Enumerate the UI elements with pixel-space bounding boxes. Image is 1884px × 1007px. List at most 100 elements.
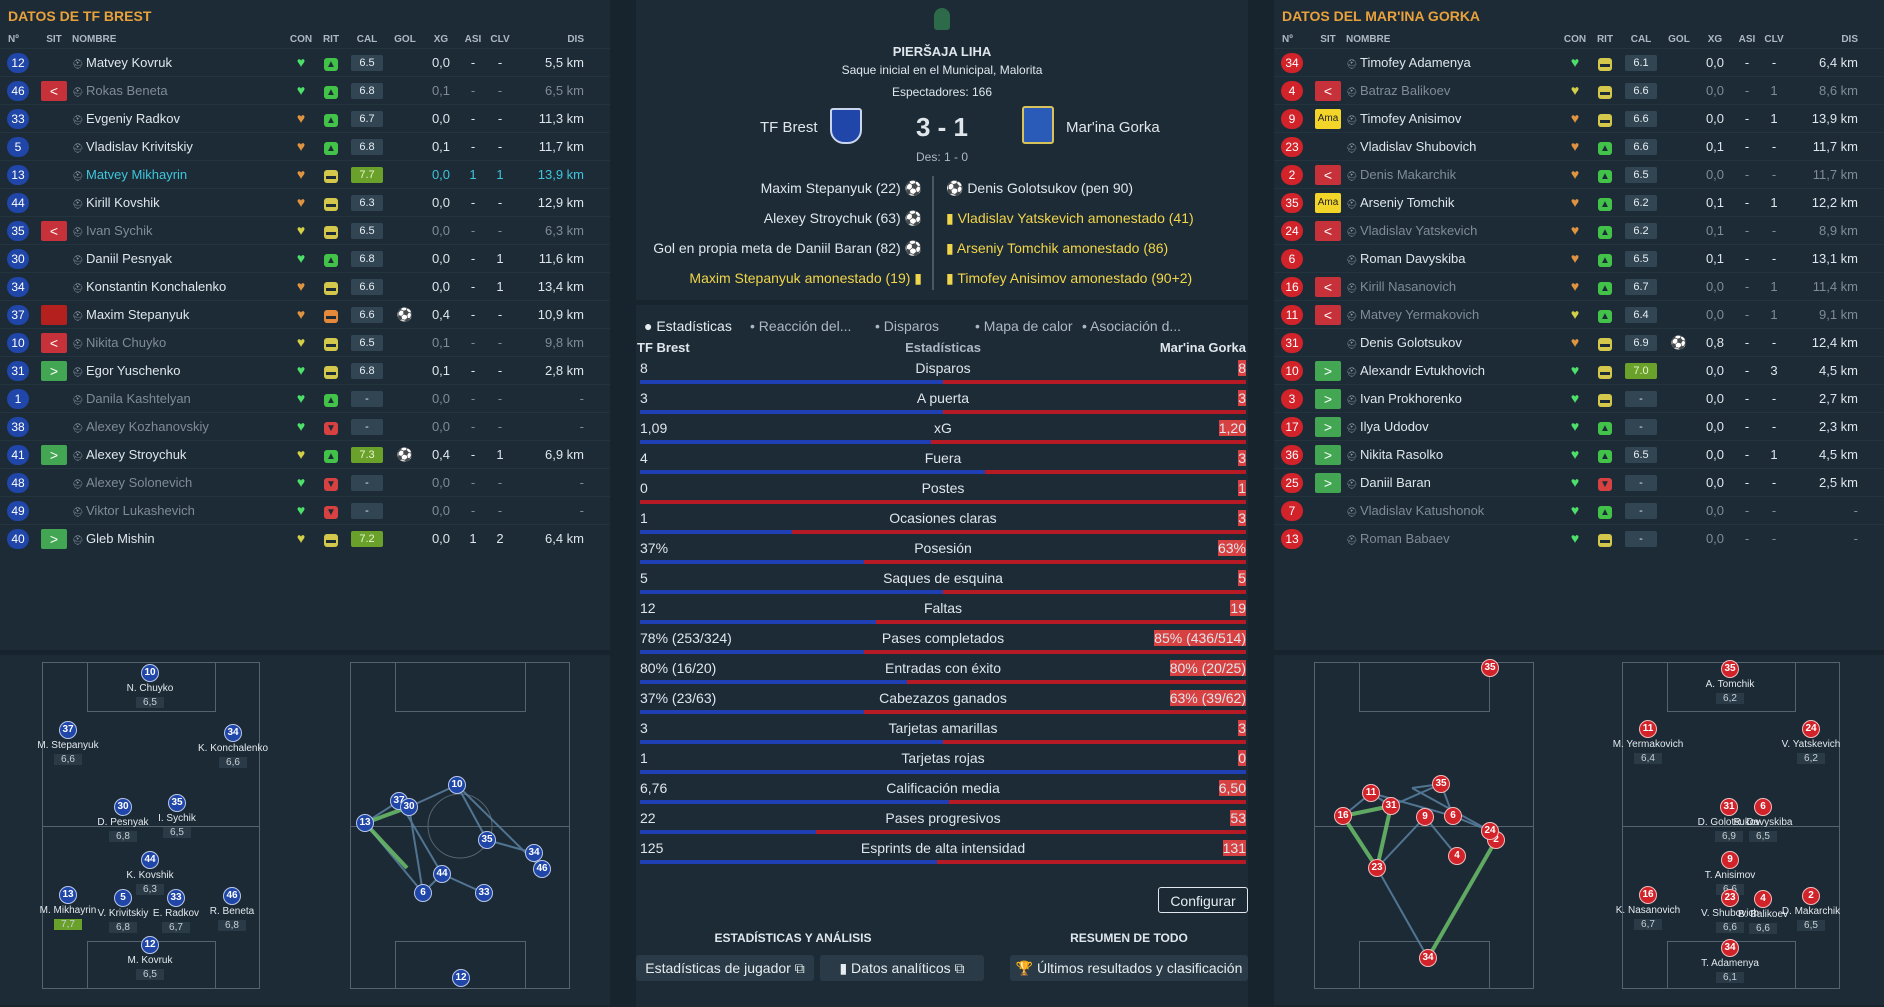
passing-node[interactable]: 30 (400, 798, 418, 816)
player-row[interactable]: 49 ⛑ Viktor Lukashevich ♥ ▼ -0,0- - - (0, 496, 610, 524)
passing-node[interactable]: 46 (533, 860, 551, 878)
player-row[interactable]: 25 > ⛑ Daniil Baran ♥ ▼ -0,0- -2,5 km (1274, 468, 1884, 496)
player-row[interactable]: 24 < ⛑ Vladislav Yatskevich ♥ ▲ 6.2 0,1 - - 8,9 km (1274, 216, 1884, 244)
analytics-button[interactable]: ▮ Datos analíticos ⧉ (820, 955, 984, 981)
passing-node[interactable]: 4 (1448, 847, 1466, 865)
formation-player-token[interactable]: 10 (141, 664, 159, 682)
player-row[interactable]: 23 ⛑ Vladislav Shubovich ♥ ▲ 6.6 0,1 - - 11,7 km (1274, 132, 1884, 160)
formation-player-token[interactable]: 30 (114, 798, 132, 816)
player-row[interactable]: 40 > ⛑ Gleb Mishin ♥ ▬ 7.2 0,0 1 2 6,4 km (0, 524, 610, 552)
passing-node[interactable]: 13 (356, 814, 374, 832)
player-row[interactable]: 31 ⛑ Denis Golotsukov ♥ ▬ 6.9 ⚽ 0,8 - - 12,4 km (1274, 328, 1884, 356)
player-row[interactable]: 16 < ⛑ Kirill Nasanovich ♥ ▲ 6.7 0,0 - 1 11,4 km (1274, 272, 1884, 300)
player-name[interactable]: ⛑ Vladislav Yatskevich (1346, 223, 1560, 238)
player-name[interactable]: ⛑ Denis Makarchik (1346, 167, 1560, 182)
formation-player-token[interactable]: 2 (1802, 887, 1820, 905)
column-header-clv[interactable]: CLV (1764, 33, 1784, 45)
player-name[interactable]: ⛑ Konstantin Konchalenko (72, 279, 286, 294)
column-header-gol[interactable]: GOL (394, 33, 416, 45)
player-name[interactable]: ⛑ Maxim Stepanyuk (72, 307, 286, 322)
away-team-name[interactable]: Mar'ina Gorka (1066, 119, 1160, 136)
formation-player-token[interactable]: 11 (1639, 720, 1657, 738)
player-row[interactable]: 30 ⛑ Daniil Pesnyak ♥ ▲ 6.8 0,0 - 1 11,6 km (0, 244, 610, 272)
player-name[interactable]: ⛑ Timofey Adamenya (1346, 55, 1560, 70)
player-name[interactable]: ⛑ Alexey Solonevich (72, 475, 286, 490)
player-stats-button[interactable]: Estadísticas de jugador ⧉ (636, 955, 814, 981)
formation-player-token[interactable]: 16 (1639, 886, 1657, 904)
column-header-asi[interactable]: ASI (464, 33, 482, 45)
tab-4[interactable]: • Asociación d... (1082, 318, 1182, 334)
passing-node[interactable]: 16 (1334, 807, 1352, 825)
player-row[interactable]: 7 ⛑ Vladislav Katushonok ♥ ▲ -0,0- - - (1274, 496, 1884, 524)
player-row[interactable]: 37 ⛑ Maxim Stepanyuk ♥ ▬ 6.6 ⚽ 0,4 - - 10,9 km (0, 300, 610, 328)
player-name[interactable]: ⛑ Nikita Chuyko (72, 335, 286, 350)
player-name[interactable]: ⛑ Daniil Pesnyak (72, 251, 286, 266)
player-name[interactable]: ⛑ Roman Davyskiba (1346, 251, 1560, 266)
player-name[interactable]: ⛑ Roman Babaev (1346, 531, 1560, 546)
formation-player-token[interactable]: 34 (224, 724, 242, 742)
configure-button[interactable]: Configurar (1158, 887, 1248, 913)
tab-3[interactable]: • Mapa de calor (975, 318, 1073, 334)
column-header-clv[interactable]: CLV (490, 33, 510, 45)
player-row[interactable]: 10 > ⛑ Alexandr Evtukhovich ♥ ▬ 7.0 0,0 - 3 4,5 km (1274, 356, 1884, 384)
passing-node[interactable]: 6 (414, 884, 432, 902)
player-row[interactable]: 11 < ⛑ Matvey Yermakovich ♥ ▲ 6.4 0,0 - 1 9,1 km (1274, 300, 1884, 328)
formation-player-token[interactable]: 34 (1721, 939, 1739, 957)
column-header-rit[interactable]: RIT (1596, 33, 1614, 45)
passing-node[interactable]: 33 (475, 884, 493, 902)
player-name[interactable]: ⛑ Danila Kashtelyan (72, 391, 286, 406)
column-header-nº[interactable]: Nº (8, 33, 19, 45)
tab-1[interactable]: • Reacción del... (750, 318, 852, 334)
player-name[interactable]: ⛑ Vladislav Shubovich (1346, 139, 1560, 154)
tab-0[interactable]: ● Estadísticas (644, 318, 732, 334)
home-team-name[interactable]: TF Brest (760, 119, 818, 136)
passing-node[interactable]: 24 (1481, 822, 1499, 840)
column-header-sit[interactable]: SIT (1320, 33, 1336, 45)
passing-node[interactable]: 10 (448, 776, 466, 794)
column-header-xg[interactable]: XG (1707, 33, 1723, 45)
player-row[interactable]: 2 < ⛑ Denis Makarchik ♥ ▲ 6.5 0,0 - - 11,7 km (1274, 160, 1884, 188)
player-row[interactable]: 6 ⛑ Roman Davyskiba ♥ ▲ 6.5 0,1 - - 13,1 km (1274, 244, 1884, 272)
column-header-rit[interactable]: RIT (322, 33, 340, 45)
player-name[interactable]: ⛑ Egor Yuschenko (72, 363, 286, 378)
passing-node[interactable]: 34 (1419, 949, 1437, 967)
player-name[interactable]: ⛑ Vladislav Katushonok (1346, 503, 1560, 518)
passing-node[interactable]: 34 (525, 844, 543, 862)
formation-player-token[interactable]: 37 (59, 721, 77, 739)
column-header-dis[interactable]: DIS (567, 33, 584, 45)
player-row[interactable]: 48 ⛑ Alexey Solonevich ♥ ▼ -0,0- - - (0, 468, 610, 496)
formation-player-token[interactable]: 35 (168, 794, 186, 812)
player-name[interactable]: ⛑ Kirill Kovshik (72, 195, 286, 210)
player-row[interactable]: 33 ⛑ Evgeniy Radkov ♥ ▲ 6.7 0,0 - - 11,3 km (0, 104, 610, 132)
player-name[interactable]: ⛑ Batraz Balikoev (1346, 83, 1560, 98)
column-header-nombre[interactable]: NOMBRE (1346, 33, 1391, 45)
player-row[interactable]: 41 > ⛑ Alexey Stroychuk ♥ ▲ 7.3 ⚽ 0,4 - 1 6,9 km (0, 440, 610, 468)
player-name[interactable]: ⛑ Vladislav Krivitskiy (72, 139, 286, 154)
player-row[interactable]: 46 < ⛑ Rokas Beneta ♥ ▲ 6.8 0,1 - - 6,5 km (0, 76, 610, 104)
column-header-cal[interactable]: CAL (1630, 33, 1652, 45)
player-row[interactable]: 13 ⛑ Matvey Mikhayrin ♥ ▬ 7.7 0,0 1 1 13,9 km (0, 160, 610, 188)
formation-player-token[interactable]: 35 (1721, 660, 1739, 678)
formation-player-token[interactable]: 12 (141, 936, 159, 954)
formation-player-token[interactable]: 13 (59, 886, 77, 904)
player-name[interactable]: ⛑ Ivan Sychik (72, 223, 286, 238)
player-row[interactable]: 1 ⛑ Danila Kashtelyan ♥ ▲ -0,0- - - (0, 384, 610, 412)
player-name[interactable]: ⛑ Matvey Yermakovich (1346, 307, 1560, 322)
player-row[interactable]: 31 > ⛑ Egor Yuschenko ♥ ▬ 6.8 0,1 - - 2,8 km (0, 356, 610, 384)
player-name[interactable]: ⛑ Denis Golotsukov (1346, 335, 1560, 350)
passing-node[interactable]: 23 (1368, 859, 1386, 877)
passing-node[interactable]: 12 (452, 969, 470, 987)
player-row[interactable]: 44 ⛑ Kirill Kovshik ♥ ▬ 6.3 0,0 - - 12,9 km (0, 188, 610, 216)
passing-node[interactable]: 31 (1382, 797, 1400, 815)
player-name[interactable]: ⛑ Daniil Baran (1346, 475, 1560, 490)
passing-node[interactable]: 35 (1432, 775, 1450, 793)
formation-player-token[interactable]: 24 (1802, 720, 1820, 738)
formation-player-token[interactable]: 46 (223, 887, 241, 905)
passing-node[interactable]: 35 (1481, 659, 1499, 677)
formation-player-token[interactable]: 5 (114, 889, 132, 907)
player-name[interactable]: ⛑ Evgeniy Radkov (72, 111, 286, 126)
formation-player-token[interactable]: 44 (141, 851, 159, 869)
player-row[interactable]: 34 ⛑ Konstantin Konchalenko ♥ ▬ 6.6 0,0 - 1 13,4 … (0, 272, 610, 300)
formation-player-token[interactable]: 6 (1754, 798, 1772, 816)
player-row[interactable]: 13 ⛑ Roman Babaev ♥ ▬ -0,0- - - (1274, 524, 1884, 552)
